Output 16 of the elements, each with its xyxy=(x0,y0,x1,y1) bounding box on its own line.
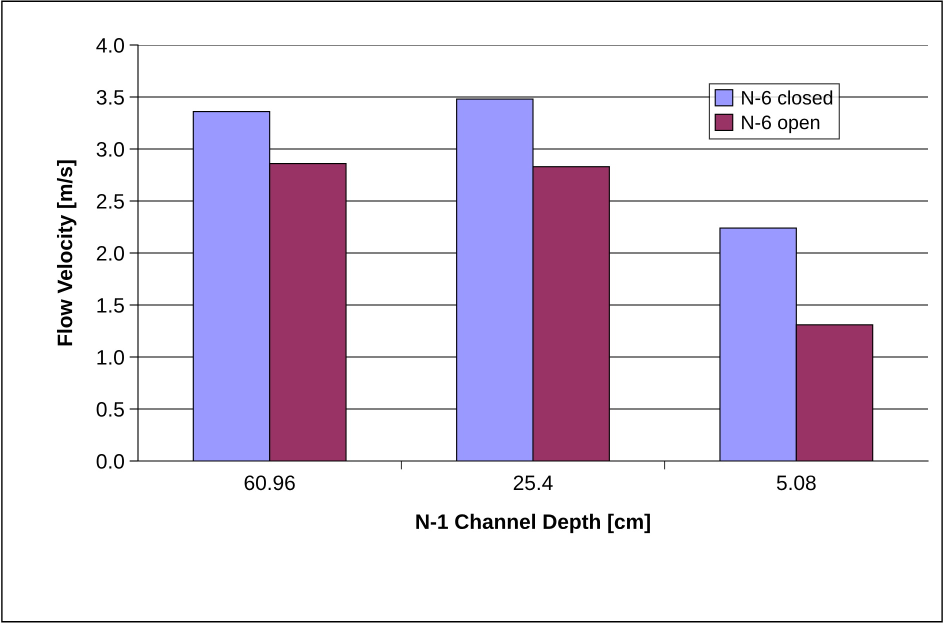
y-tick-label: 4.0 xyxy=(96,38,124,53)
x-tick-label: 5.08 xyxy=(776,475,816,490)
y-tick-label: 0.5 xyxy=(96,402,124,417)
y-tick-label: 0.0 xyxy=(96,454,124,469)
x-tick-label: 60.96 xyxy=(244,475,295,490)
y-tick-label: 3.0 xyxy=(96,142,124,157)
legend-label: N-6 closed xyxy=(742,90,832,105)
x-axis-title: N-1 Channel Depth [cm] xyxy=(416,514,650,534)
y-axis-title: Flow Velocity [m/s] xyxy=(56,160,76,346)
x-tick-label: 25.4 xyxy=(514,475,553,490)
legend-label: N-6 open xyxy=(742,116,820,134)
y-tick-label: 1.5 xyxy=(97,298,124,313)
y-tick-label: 2.0 xyxy=(96,246,124,261)
y-tick-label: 2.5 xyxy=(96,194,124,209)
y-tick-label: 1.0 xyxy=(97,350,124,365)
y-tick-label: 3.5 xyxy=(96,90,124,105)
